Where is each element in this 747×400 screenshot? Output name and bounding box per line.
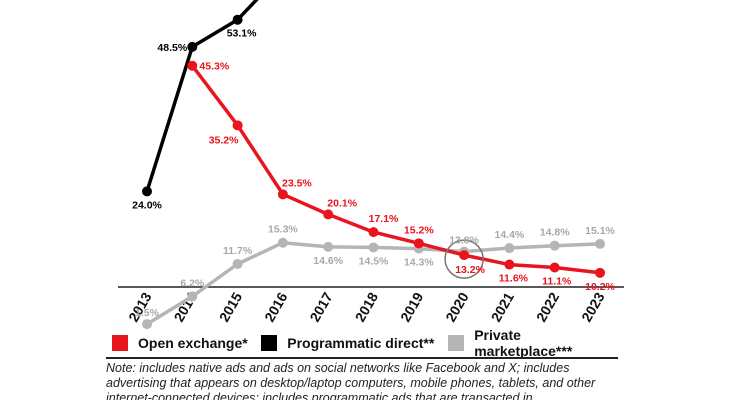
data-point-private-marketplace [142,319,152,330]
data-point-private-marketplace [232,258,243,269]
data-label-open-exchange: 17.1% [369,213,399,225]
data-label-open-exchange: 45.3% [199,61,229,73]
data-label-private-marketplace: 14.6% [313,255,343,267]
data-label-open-exchange: 11.6% [499,273,529,285]
legend-item-programmatic-direct: Programmatic direct** [261,335,438,351]
data-point-private-marketplace [549,240,560,251]
data-label-open-exchange: 13.2% [455,264,485,276]
data-label-private-marketplace: 14.8% [540,227,570,239]
data-point-private-marketplace [277,237,288,248]
data-point-open-exchange [459,250,470,261]
data-label-private-marketplace: 15.3% [268,224,298,236]
series-line-open-exchange [190,64,601,275]
x-tick-label: 2017 [306,289,336,324]
x-tick-label: 2020 [442,289,472,324]
data-label-private-marketplace: 1.5% [135,307,160,319]
data-label-private-marketplace: 14.4% [495,229,525,241]
data-label-programmatic-direct: 24.0% [132,199,162,211]
data-point-private-marketplace [187,291,198,302]
data-label-private-marketplace: 13.8% [449,235,479,247]
data-point-open-exchange [549,262,560,273]
data-point-programmatic-direct [187,41,198,52]
data-label-open-exchange: 10.2% [585,281,615,293]
data-label-open-exchange: 35.2% [209,134,239,146]
data-label-open-exchange: 11.1% [542,276,572,288]
data-point-open-exchange [323,209,334,220]
legend-label-programmatic-direct: Programmatic direct** [287,335,435,351]
x-tick-label: 2023 [578,289,608,324]
data-point-private-marketplace [323,241,334,252]
data-label-open-exchange: 23.5% [282,177,312,189]
x-tick-label: 2021 [488,289,518,324]
legend-label-open-exchange: Open exchange* [138,335,248,351]
legend-label-private-marketplace: Private marketplace*** [474,327,573,359]
data-point-open-exchange [277,189,288,200]
data-label-programmatic-direct: 48.5% [157,42,187,54]
highlight-circle [444,239,484,279]
data-point-programmatic-direct [142,186,152,197]
data-point-private-marketplace [504,243,515,254]
legend-item-private-marketplace: Private marketplace*** [448,327,622,359]
data-label-programmatic-direct: 53.1% [227,28,257,40]
x-tick-label: 2018 [352,289,382,324]
data-point-open-exchange [368,227,379,238]
data-label-private-marketplace: 11.7% [223,245,253,257]
chart-legend: Open exchange* Programmatic direct** Pri… [112,327,632,359]
legend-swatch-open-exchange [112,335,128,351]
x-tick-label: 2015 [216,289,246,324]
x-tick-label: 2016 [261,289,291,324]
data-label-open-exchange: 15.2% [404,224,434,236]
data-point-open-exchange [187,60,198,71]
data-point-private-marketplace [368,242,379,253]
data-point-open-exchange [232,120,243,131]
data-point-open-exchange [413,238,424,249]
data-point-private-marketplace [595,238,605,249]
x-tick-label: 2022 [533,289,563,324]
data-label-open-exchange: 20.1% [327,197,357,209]
data-label-private-marketplace: 14.5% [359,255,389,267]
data-point-open-exchange [595,267,605,278]
legend-swatch-programmatic-direct [261,335,278,351]
series-line-programmatic-direct [145,0,259,192]
data-label-private-marketplace: 14.3% [404,257,434,269]
data-label-private-marketplace: 15.1% [585,225,615,237]
chart-note: Note: includes native ads and ads on soc… [106,361,596,400]
data-point-open-exchange [504,259,515,270]
line-chart: 2013 2014 2015 2016 2017 2018 2019 2020 2021 2022… [118,0,624,330]
legend-swatch-private-marketplace [448,335,465,351]
legend-item-open-exchange: Open exchange* [112,335,251,351]
data-label-private-marketplace: 6.2% [180,277,205,289]
x-tick-label: 2019 [397,289,427,324]
divider [106,357,618,359]
data-point-programmatic-direct [232,14,243,25]
